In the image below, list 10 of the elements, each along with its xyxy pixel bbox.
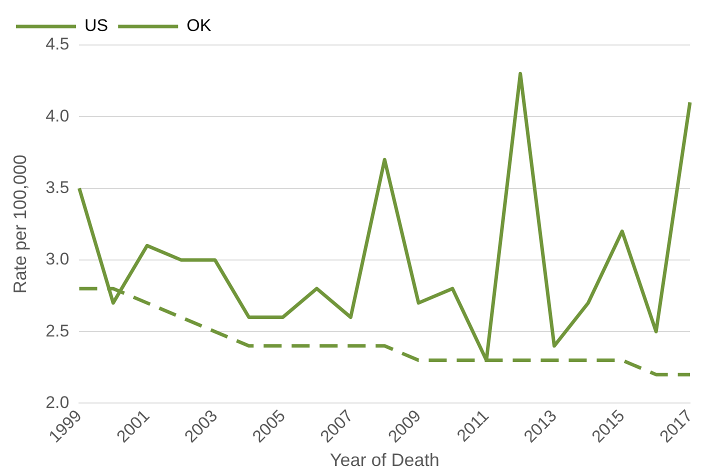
y-tick-label: 3.0 <box>46 250 70 269</box>
y-tick-label: 2.5 <box>46 321 70 340</box>
y-tick-label: 4.0 <box>46 106 70 126</box>
y-tick-label: 4.5 <box>46 34 70 54</box>
y-tick-label: 3.5 <box>46 178 70 197</box>
y-axis-title: Rate per 100,000 <box>10 154 30 294</box>
x-axis-title: Year of Death <box>330 450 440 470</box>
legend-label: US <box>84 16 108 36</box>
legend-label: OK <box>186 16 212 36</box>
y-tick-label: 2.0 <box>46 392 70 412</box>
